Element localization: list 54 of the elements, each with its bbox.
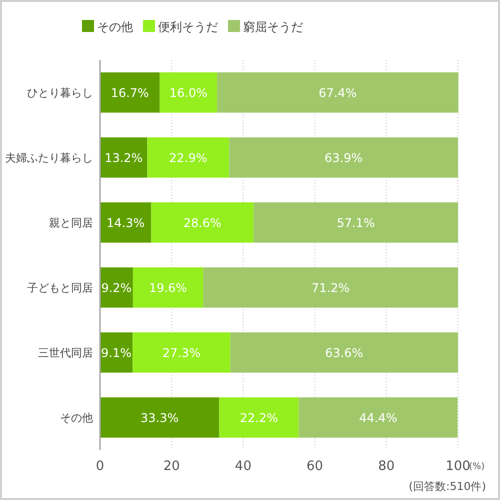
- bar: [219, 397, 299, 438]
- bar: [132, 267, 204, 308]
- bar: [203, 267, 458, 308]
- bar: [217, 72, 458, 113]
- legend-item: その他: [82, 20, 133, 34]
- legend-item: 便利そうだ: [143, 20, 218, 34]
- data-label: 14.3%: [106, 216, 145, 230]
- bar: [151, 202, 254, 243]
- data-label: 9.1%: [101, 346, 132, 360]
- data-label: 16.7%: [110, 86, 149, 100]
- y-tick-label: ひとり暮らし: [27, 86, 93, 100]
- data-label: 44.4%: [359, 411, 398, 425]
- legend-label: その他: [97, 20, 133, 34]
- legend-label: 窮屈そうだ: [243, 20, 303, 34]
- x-tick-label: 0: [96, 459, 104, 474]
- x-tick-label: 40: [234, 459, 252, 474]
- data-label: 22.2%: [240, 411, 278, 425]
- y-tick-label: 三世代同居: [38, 346, 93, 360]
- y-tick-label: その他: [60, 412, 93, 424]
- legend-item: 窮屈そうだ: [228, 20, 303, 34]
- x-axis-title: (%): [469, 462, 485, 472]
- bar: [160, 72, 218, 113]
- x-tick-label: 80: [378, 459, 395, 474]
- data-label: 16.0%: [169, 86, 208, 100]
- bar: [100, 397, 220, 438]
- bar: [100, 137, 148, 178]
- x-tick-label: 60: [306, 459, 324, 474]
- x-tick-label: 100: [446, 459, 470, 474]
- data-label: 63.6%: [325, 346, 364, 360]
- bar: [230, 332, 458, 373]
- data-label: 28.6%: [183, 216, 222, 230]
- data-label: 71.2%: [311, 281, 350, 295]
- data-label: 33.3%: [140, 411, 179, 425]
- bar: [254, 202, 458, 243]
- bar: [298, 397, 458, 438]
- data-label: 63.9%: [324, 151, 363, 165]
- data-label: 9.2%: [101, 281, 132, 295]
- data-label: 27.3%: [162, 346, 201, 360]
- bar: [132, 332, 230, 373]
- x-tick-label: 20: [163, 459, 180, 474]
- bar: [229, 137, 458, 178]
- y-tick-label: 親と同居: [49, 216, 93, 230]
- bar: [147, 137, 230, 178]
- data-label: 22.9%: [169, 151, 208, 165]
- data-label: 13.2%: [104, 151, 143, 165]
- bar: [100, 202, 152, 243]
- data-label: 57.1%: [336, 216, 375, 230]
- data-label: 67.4%: [318, 86, 357, 100]
- legend-label: 便利そうだ: [158, 20, 218, 34]
- y-tick-label: 子どもと同居: [27, 282, 93, 294]
- text: (回答数:510件): [408, 480, 486, 493]
- data-label: 19.6%: [148, 281, 188, 295]
- y-tick-label: 夫婦ふたり暮らし: [5, 152, 93, 164]
- bar: [100, 72, 160, 113]
